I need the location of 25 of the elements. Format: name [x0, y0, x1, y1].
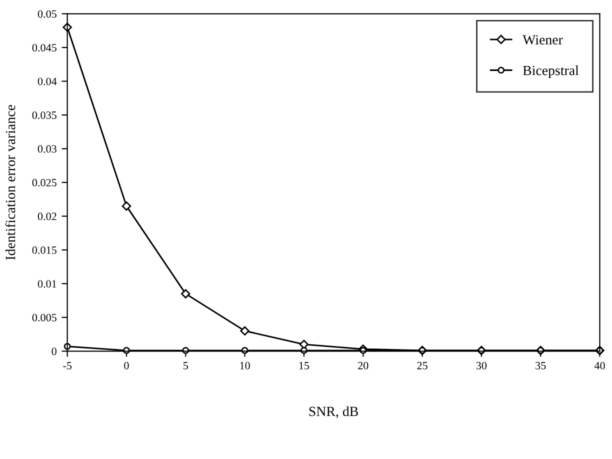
y-axis-title: Identification error variance — [5, 105, 16, 260]
x-tick-label: 15 — [299, 362, 310, 370]
y-tick-label: 0.005 — [32, 314, 56, 322]
x-tick-label: 40 — [594, 362, 605, 370]
y-tick-label: 0.02 — [38, 212, 56, 220]
x-axis-title: SNR, dB — [309, 406, 358, 418]
y-tick-label: 0.045 — [32, 44, 56, 52]
y-tick-label: 0.05 — [38, 10, 56, 18]
y-tick-label: 0.03 — [38, 145, 56, 153]
y-tick-label: 0.035 — [32, 111, 56, 119]
legend-label: Wiener — [522, 35, 563, 45]
y-tick-label: 0.025 — [32, 178, 56, 186]
x-tick-label: 20 — [358, 362, 368, 370]
x-tick-label: 10 — [240, 362, 250, 370]
x-tick-label: 0 — [124, 362, 129, 370]
x-tick-label: 35 — [536, 362, 546, 370]
y-tick-label: 0 — [52, 348, 56, 356]
x-tick-label: 5 — [184, 362, 188, 370]
y-tick-label: 0.04 — [38, 78, 57, 86]
x-tick-label: 30 — [476, 362, 487, 370]
y-tick-label: 0.01 — [38, 280, 56, 288]
x-tick-label: -5 — [63, 362, 72, 370]
x-tick-label: 25 — [417, 362, 428, 370]
y-tick-label: 0.015 — [32, 246, 56, 254]
legend-label: Bicepstral — [523, 65, 579, 78]
